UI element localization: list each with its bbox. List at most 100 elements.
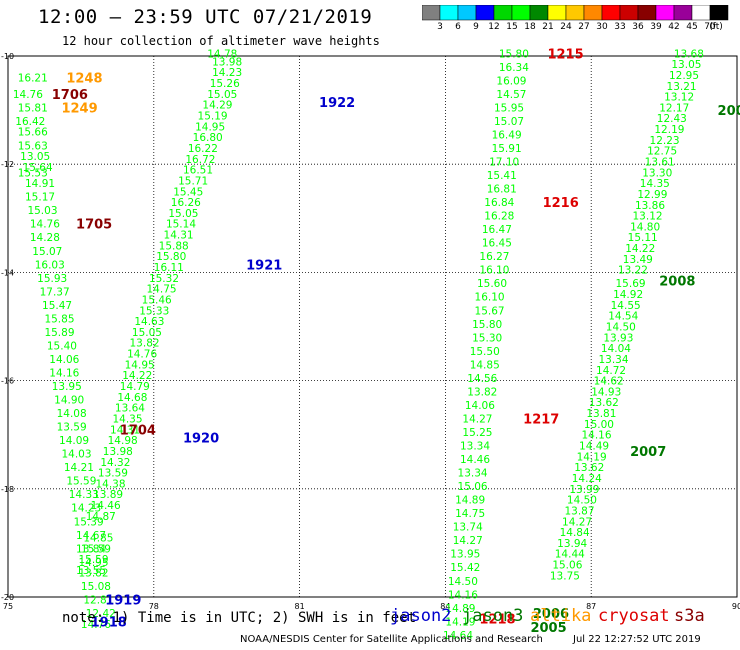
pass-time-label: 1215 (547, 47, 583, 62)
wave-height-value: 13.64 (115, 403, 145, 415)
wave-height-value: 13.62 (589, 397, 619, 409)
wave-height-value: 12.42 (86, 608, 116, 620)
wave-height-value: 13.82 (130, 338, 160, 350)
wave-height-value: 13.59 (57, 422, 87, 434)
wave-height-value: 13.89 (93, 489, 123, 501)
wave-height-value: 15.59 (78, 554, 108, 566)
y-tick-label: -14 (1, 268, 14, 277)
wave-height-value: 15.67 (475, 305, 505, 317)
wave-height-value: 16.03 (35, 259, 65, 271)
wave-height-value: 16.11 (154, 262, 184, 274)
wave-height-value: 15.30 (472, 332, 502, 344)
wave-height-value: 14.31 (164, 230, 194, 242)
wave-height-value: 15.81 (18, 102, 48, 114)
wave-height-value: 14.44 (555, 549, 585, 561)
wave-height-value: 14.31 (110, 424, 140, 436)
wave-height-value: 14.93 (591, 386, 621, 398)
x-tick-label: 90 (732, 602, 740, 611)
wave-height-value: 14.27 (562, 516, 592, 528)
wave-height-value: 14.32 (100, 457, 130, 469)
wave-height-value: 14.56 (467, 373, 497, 385)
color-scale-swatch (709, 5, 729, 21)
color-scale-label: 15 (506, 22, 518, 32)
wave-height-value: 15.08 (81, 581, 111, 593)
wave-height-value: 13.75 (550, 570, 580, 582)
wave-height-value: 14.16 (49, 367, 79, 379)
pass-time-label: 1216 (543, 196, 579, 211)
wave-height-value: 13.87 (564, 505, 594, 517)
wave-height-value: 15.85 (44, 313, 74, 325)
wave-height-value: 15.69 (616, 278, 646, 290)
pass-time-label: 1705 (76, 218, 112, 233)
color-scale-label: 70 (704, 22, 716, 32)
wave-height-value: 15.11 (628, 232, 658, 244)
wave-height-value: 14.46 (460, 454, 490, 466)
wave-height-value: 16.81 (487, 184, 517, 196)
wave-height-value: 16.84 (484, 197, 514, 209)
wave-height-value: 14.68 (117, 392, 147, 404)
wave-height-value: 13.61 (645, 156, 675, 168)
wave-height-value: 14.24 (572, 473, 602, 485)
wave-height-value: 15.80 (156, 251, 186, 263)
wave-height-value: 15.63 (18, 140, 48, 152)
wave-height-value: 13.84 (76, 543, 106, 555)
wave-height-value: 14.98 (108, 435, 138, 447)
color-scale-label: 3 (437, 22, 443, 32)
wave-height-value: 14.85 (470, 359, 500, 371)
wave-height-value: 13.82 (78, 568, 108, 580)
wave-height-value: 13.21 (667, 81, 697, 93)
wave-height-value: 17.10 (489, 156, 519, 168)
color-scale-label: 42 (668, 22, 680, 32)
wave-height-value: 15.07 (494, 116, 524, 128)
wave-height-value: 15.07 (32, 246, 62, 258)
wave-height-value: 14.54 (608, 311, 638, 323)
wave-height-value: 13.22 (618, 265, 648, 277)
wave-height-value: 14.08 (57, 408, 87, 420)
legend-satellite-s3a: s3a (674, 606, 705, 626)
wave-height-value: 15.59 (66, 476, 96, 488)
wave-height-value: 13.55 (76, 565, 106, 577)
wave-height-value: 13.12 (633, 211, 663, 223)
wave-height-value: 15.41 (487, 170, 517, 182)
wave-height-value: 14.95 (78, 557, 108, 569)
wave-height-value: 16.49 (492, 129, 522, 141)
wave-height-value: 13.82 (467, 386, 497, 398)
wave-height-value: 14.91 (25, 178, 55, 190)
wave-height-value: 15.25 (462, 427, 492, 439)
wave-height-value: 13.95 (450, 549, 480, 561)
wave-height-value: 14.27 (453, 535, 483, 547)
color-scale-label: 39 (650, 22, 662, 32)
wave-height-value: 13.34 (458, 468, 488, 480)
page-title: 12:00 – 23:59 UTC 07/21/2019 (38, 6, 373, 28)
wave-height-value: 14.57 (496, 89, 526, 101)
pass-time-label: 1919 (105, 594, 141, 609)
wave-height-value: 14.63 (134, 316, 164, 328)
pass-time-label: 1706 (52, 88, 88, 103)
wave-height-value: 14.76 (81, 619, 111, 631)
color-scale-label: 12 (488, 22, 500, 32)
wave-height-value: 13.62 (574, 462, 604, 474)
pass-time-label: 1918 (91, 615, 127, 630)
wave-height-value: 13.99 (569, 484, 599, 496)
color-scale-label: 6 (455, 22, 461, 32)
wave-height-value: 16.10 (479, 265, 509, 277)
wave-height-value: 15.91 (492, 143, 522, 155)
wave-height-value: 15.89 (44, 327, 74, 339)
wave-height-value: 15.93 (37, 273, 67, 285)
wave-height-value: 14.84 (560, 527, 590, 539)
wave-height-value: 14.78 (207, 48, 237, 60)
wave-height-value: 13.98 (212, 56, 242, 68)
wave-height-value: 15.71 (178, 175, 208, 187)
wave-height-value: 13.94 (557, 538, 587, 550)
y-tick-label: -10 (1, 52, 14, 61)
wave-height-value: 16.22 (188, 143, 218, 155)
wave-height-value: 13.05 (671, 59, 701, 71)
wave-height-value: 16.51 (183, 165, 213, 177)
wave-height-value: 15.05 (207, 89, 237, 101)
wave-height-value: 14.06 (49, 354, 79, 366)
wave-height-value: 13.34 (460, 441, 490, 453)
color-scale-label: 9 (473, 22, 479, 32)
color-scale-label: 30 (596, 22, 608, 32)
wave-height-value: 15.59 (81, 543, 111, 555)
